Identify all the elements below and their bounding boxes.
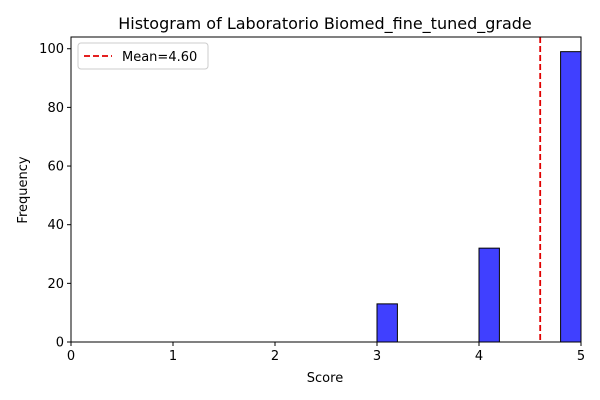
legend: Mean=4.60 — [77, 42, 209, 70]
x-tick-label: 4 — [475, 349, 483, 364]
x-tick-label: 1 — [169, 349, 177, 364]
y-tick-label: 100 — [39, 42, 64, 57]
legend-box — [77, 42, 209, 70]
legend-mean-label: Mean=4.60 — [122, 50, 197, 65]
y-axis-label: Frequency — [16, 156, 31, 223]
chart-title: Histogram of Laboratorio Biomed_fine_tun… — [118, 14, 532, 34]
x-tick-label: 0 — [67, 349, 75, 364]
x-tick-label: 2 — [271, 349, 279, 364]
x-axis-label: Score — [307, 371, 343, 386]
bars-group — [376, 51, 582, 343]
histogram-bar — [478, 247, 500, 343]
y-tick-label: 0 — [56, 336, 64, 351]
y-tick-label: 40 — [47, 218, 64, 233]
y-tick-label: 20 — [47, 277, 64, 292]
y-tick-label: 80 — [47, 101, 64, 116]
x-axis-ticks: 0 1 2 3 4 5 — [67, 342, 585, 364]
y-tick-label: 60 — [47, 160, 64, 175]
x-tick-label: 3 — [373, 349, 381, 364]
y-axis-ticks: 0 20 40 60 80 100 — [39, 42, 71, 351]
histogram-bar — [376, 303, 398, 343]
plot-frame — [70, 36, 582, 343]
x-tick-label: 5 — [577, 349, 585, 364]
histogram-bar — [560, 51, 582, 343]
